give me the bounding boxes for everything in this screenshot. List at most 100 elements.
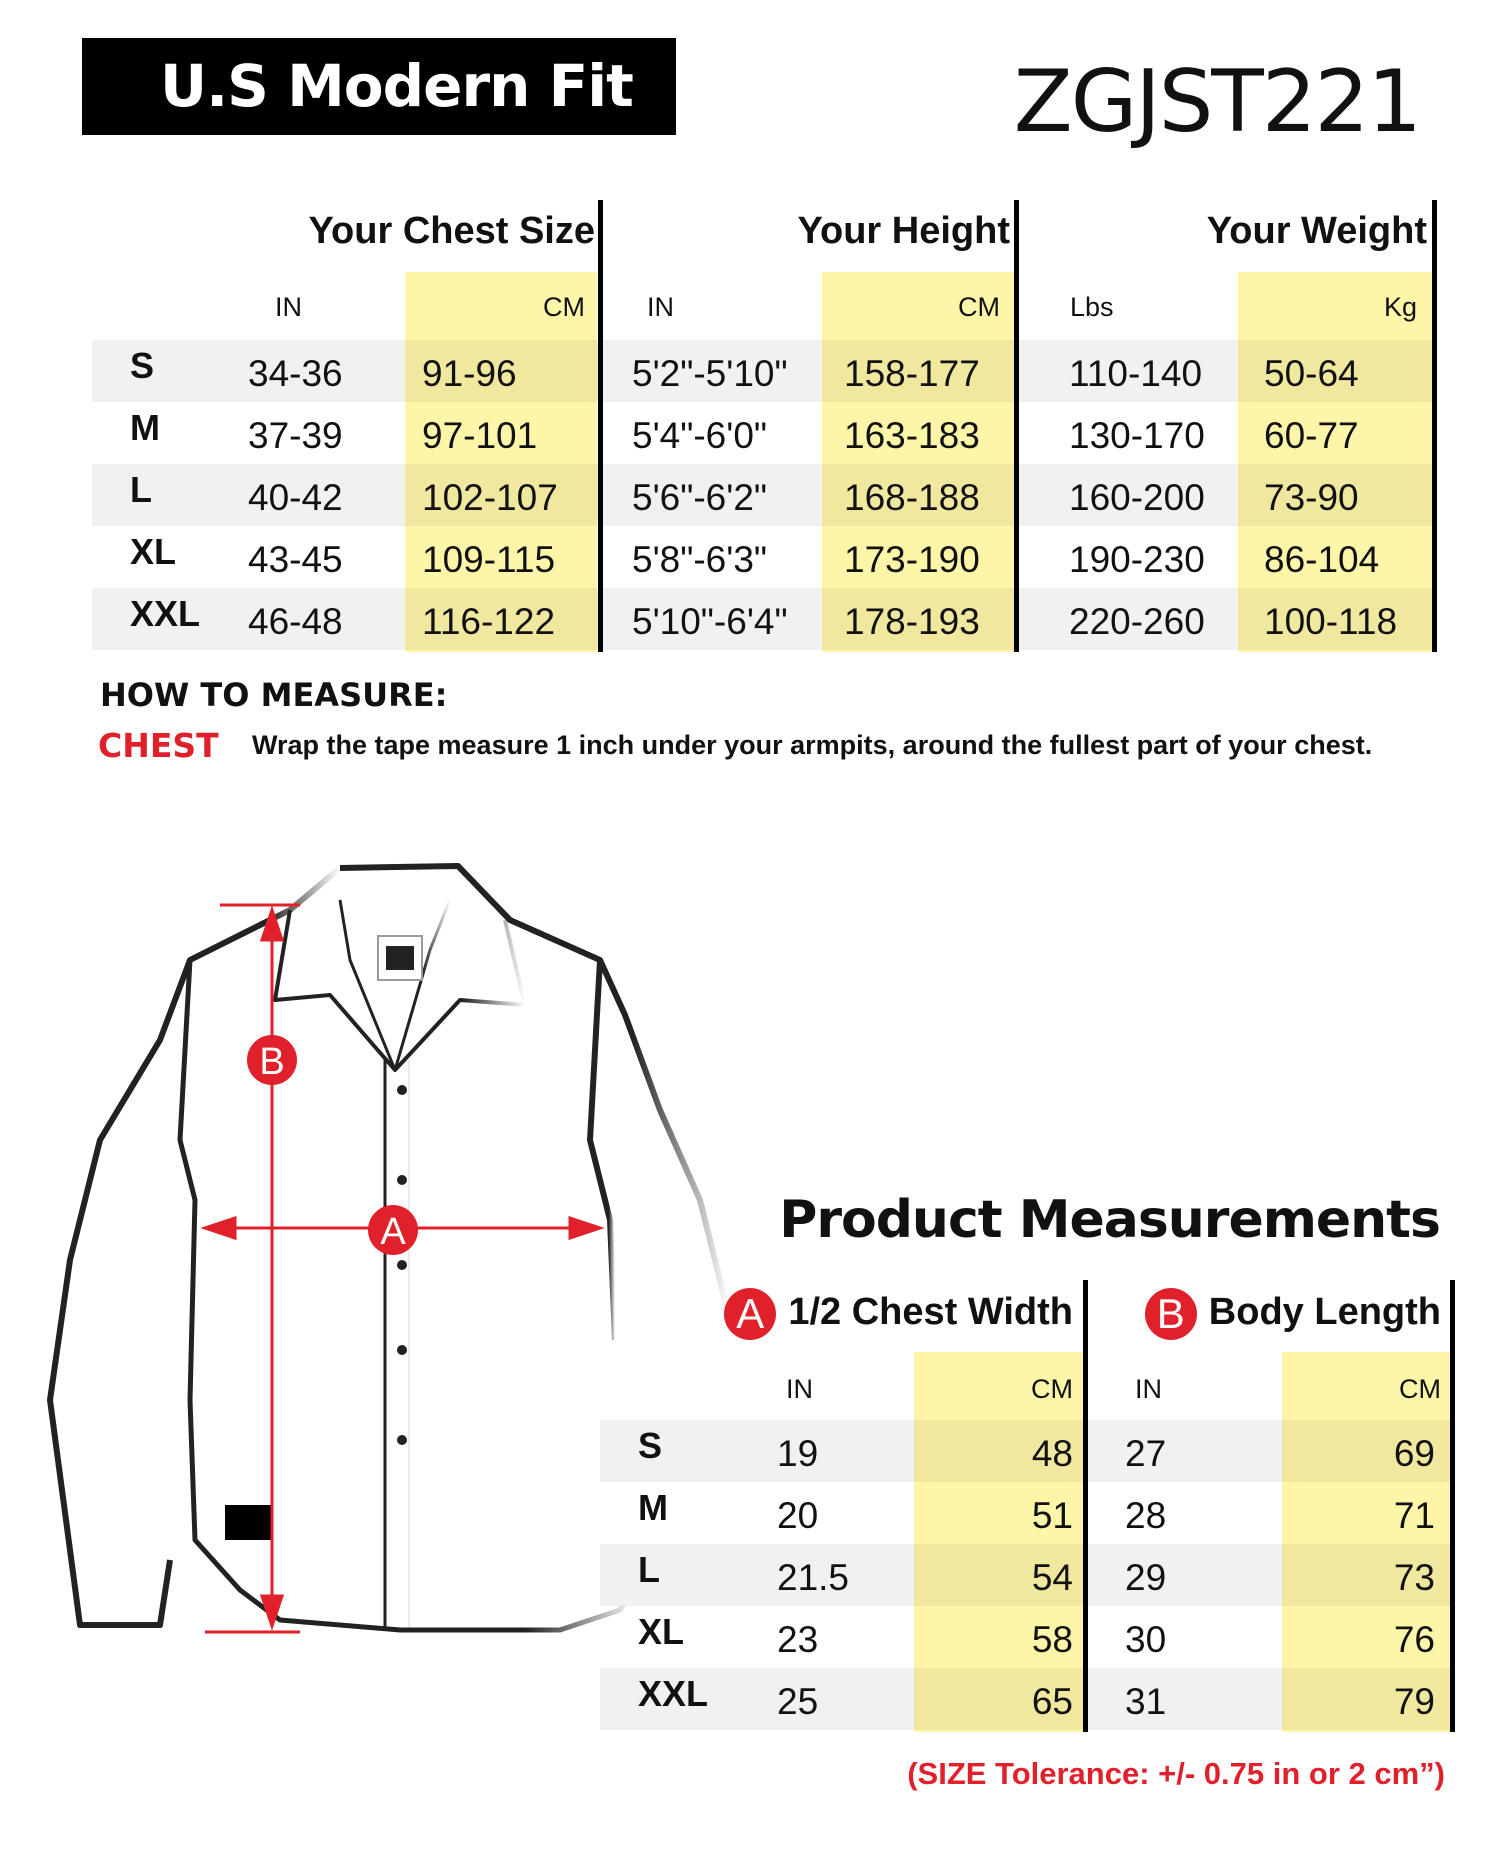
unit-label: CM (1399, 1374, 1441, 1404)
chest-cm-cell: 54 (1031, 1557, 1073, 1598)
marker-a-badge: A (724, 1288, 777, 1340)
size-tolerance-note: (SIZE Tolerance: +/- 0.75 in or 2 cm”) (907, 1756, 1445, 1791)
size-cell: XXL (638, 1673, 709, 1714)
fit-title: U.S Modern Fit (82, 38, 676, 135)
chest-cm-cell: 48 (1031, 1433, 1073, 1474)
weight-kg-cell: 73-90 (1264, 477, 1359, 518)
height-in-cell: 5'2"-5'10" (632, 353, 788, 394)
chest-cm-cell: 116-122 (422, 601, 556, 642)
weight-lbs-cell: 190-230 (1069, 539, 1205, 580)
svg-text:A: A (380, 1211, 406, 1253)
marker-a: A (368, 1205, 418, 1255)
length-in-cell: 31 (1125, 1681, 1167, 1722)
table-row: XL 43-45 109-115 5'8"-6'3" 173-190 190-230 86-… (92, 526, 1437, 588)
table-row: S 19 48 27 69 (600, 1420, 1455, 1482)
marker-b: B (247, 1035, 297, 1085)
chest-in-cell: 21.5 (777, 1557, 850, 1598)
length-cm-cell: 79 (1393, 1681, 1435, 1722)
weight-lbs-cell: 220-260 (1069, 601, 1205, 642)
height-cm-cell: 173-190 (844, 539, 980, 580)
length-in-cell: 30 (1125, 1619, 1167, 1660)
size-cell: L (130, 469, 152, 510)
chest-instructions: Wrap the tape measure 1 inch under your … (252, 730, 1373, 760)
height-cm-cell: 163-183 (844, 415, 980, 456)
unit-label: Kg (1383, 292, 1417, 322)
weight-lbs-cell: 160-200 (1069, 477, 1205, 518)
height-cm-cell: 168-188 (844, 477, 980, 518)
shirt-diagram: B A (47, 863, 733, 1634)
length-in-cell: 27 (1125, 1433, 1167, 1474)
length-cm-cell: 69 (1393, 1433, 1435, 1474)
chest-cm-cell: 102-107 (422, 477, 558, 518)
table-row: L 40-42 102-107 5'6"-6'2" 168-188 160-200 73-9… (92, 464, 1437, 526)
size-cell: M (130, 407, 160, 448)
weight-kg-cell: 86-104 (1264, 539, 1380, 580)
height-header: Your Height (797, 210, 1010, 252)
length-in-cell: 28 (1125, 1495, 1167, 1536)
pocket-tag (225, 1505, 273, 1540)
weight-header: Your Weight (1206, 210, 1427, 252)
unit-label: CM (543, 292, 585, 322)
unit-label: Lbs (1070, 292, 1114, 322)
chest-in-cell: 37-39 (248, 415, 343, 456)
chest-cm-cell: 109-115 (422, 539, 556, 580)
svg-text:B: B (259, 1041, 284, 1083)
table-row: M 20 51 28 71 (600, 1482, 1455, 1544)
size-cell: XL (130, 531, 177, 572)
chest-size-header: Your Chest Size (308, 210, 595, 252)
unit-label: IN (275, 292, 302, 322)
height-in-cell: 5'6"-6'2" (632, 477, 768, 518)
chest-in-cell: 23 (777, 1619, 819, 1660)
chest-cm-cell: 65 (1031, 1681, 1073, 1722)
unit-label: IN (1135, 1374, 1162, 1404)
chest-width-header: A 1/2 Chest Width (724, 1288, 1073, 1340)
how-to-measure-heading: HOW TO MEASURE: (100, 676, 448, 714)
marker-b-badge: B (1144, 1288, 1197, 1340)
table-row: S 34-36 91-96 5'2"-5'10" 158-177 110-140 50-64 (92, 340, 1437, 402)
size-chart: S 34-36 91-96 5'2"-5'10" 158-177 110-140 50-64… (92, 200, 1437, 652)
product-measurements-title: Product Measurements (779, 1190, 1441, 1250)
table-row: M 37-39 97-101 5'4"-6'0" 163-183 130-170 60-77 (92, 402, 1437, 464)
height-cm-cell: 158-177 (844, 353, 980, 394)
weight-kg-cell: 50-64 (1264, 353, 1359, 394)
weight-kg-cell: 100-118 (1264, 601, 1398, 642)
height-cm-cell: 178-193 (844, 601, 980, 642)
size-cell: XXL (130, 593, 201, 634)
chest-in-cell: 19 (777, 1433, 819, 1474)
unit-label: IN (786, 1374, 813, 1404)
chest-in-cell: 20 (777, 1495, 819, 1536)
chest-in-cell: 34-36 (248, 353, 343, 394)
weight-lbs-cell: 110-140 (1069, 353, 1203, 394)
chest-cm-cell: 58 (1031, 1619, 1073, 1660)
size-cell: XL (638, 1611, 685, 1652)
product-measurements-table: S 19 48 27 69 M 20 51 28 71 L 21.5 54 29 73 XL 23 58 30 76 X… (600, 1280, 1455, 1732)
label-tag-icon (386, 946, 414, 970)
chest-cm-cell: 51 (1031, 1495, 1073, 1536)
size-cell: L (638, 1549, 660, 1590)
table-row: L 21.5 54 29 73 (600, 1544, 1455, 1606)
chest-label: CHEST (98, 726, 219, 765)
size-cell: S (130, 345, 155, 386)
table-row: XXL 46-48 116-122 5'10"-6'4" 178-193 220-260 1… (92, 588, 1437, 650)
body-length-header: B Body Length (1144, 1288, 1441, 1340)
chest-cm-cell: 97-101 (422, 415, 538, 456)
length-cm-cell: 76 (1393, 1619, 1435, 1660)
unit-label: IN (647, 292, 674, 322)
length-cm-cell: 73 (1393, 1557, 1435, 1598)
size-cell: S (638, 1425, 663, 1466)
height-in-cell: 5'10"-6'4" (632, 601, 788, 642)
product-code: ZGJST221 (1013, 52, 1422, 152)
chest-in-cell: 25 (777, 1681, 819, 1722)
weight-kg-cell: 60-77 (1264, 415, 1359, 456)
height-in-cell: 5'4"-6'0" (632, 415, 768, 456)
chest-in-cell: 43-45 (248, 539, 343, 580)
size-cell: M (638, 1487, 668, 1528)
chest-cm-cell: 91-96 (422, 353, 517, 394)
chest-in-cell: 40-42 (248, 477, 343, 518)
weight-lbs-cell: 130-170 (1069, 415, 1205, 456)
chest-in-cell: 46-48 (248, 601, 343, 642)
length-cm-cell: 71 (1393, 1495, 1435, 1536)
table-row: XL 23 58 30 76 (600, 1606, 1455, 1668)
unit-label: CM (958, 292, 1000, 322)
table-row: XXL 25 65 31 79 (600, 1668, 1455, 1730)
